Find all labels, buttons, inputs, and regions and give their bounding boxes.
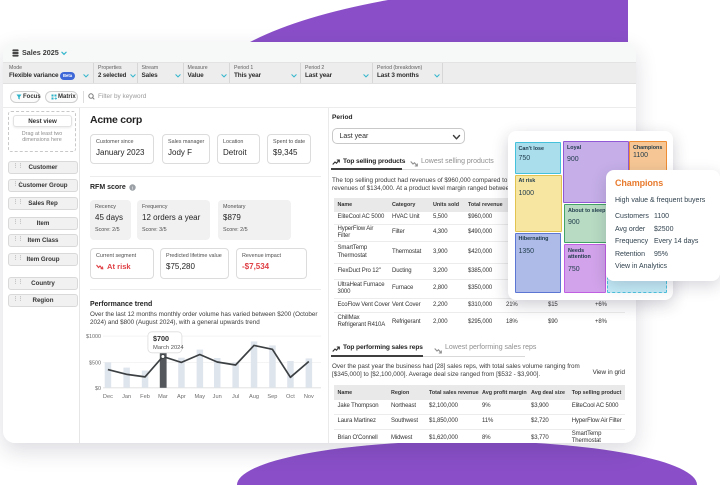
svg-text:Aug: Aug [249,394,259,400]
svg-text:Apr: Apr [177,394,186,400]
svg-text:Nov: Nov [304,394,314,400]
svg-text:$500: $500 [89,360,101,366]
svg-text:Jul: Jul [232,394,239,400]
svg-text:May: May [195,394,206,400]
svg-text:$0: $0 [95,386,101,392]
svg-text:Feb: Feb [140,394,150,400]
svg-text:Sep: Sep [267,394,277,400]
svg-text:Mar: Mar [158,394,168,400]
svg-text:$1000: $1000 [86,334,101,340]
svg-text:Jun: Jun [213,394,222,400]
svg-text:Oct: Oct [286,394,295,400]
svg-text:March 2024: March 2024 [153,345,184,351]
svg-text:Jan: Jan [122,394,131,400]
svg-text:Dec: Dec [103,394,113,400]
svg-text:i: i [132,186,134,191]
svg-text:$700: $700 [153,334,169,343]
